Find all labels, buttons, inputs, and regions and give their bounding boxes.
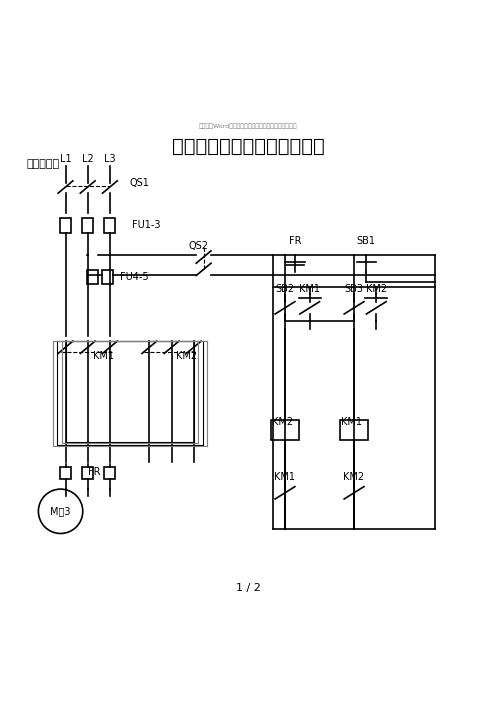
Text: KM1: KM1 bbox=[299, 284, 320, 294]
Bar bbox=[105, 218, 116, 232]
Bar bbox=[82, 218, 93, 232]
Bar bbox=[340, 420, 368, 439]
Text: QS2: QS2 bbox=[188, 241, 209, 251]
Text: FR: FR bbox=[88, 467, 100, 477]
Bar bbox=[105, 467, 116, 479]
Text: L2: L2 bbox=[82, 154, 94, 164]
Text: QS1: QS1 bbox=[129, 178, 149, 188]
Text: M～3: M～3 bbox=[50, 506, 71, 516]
Text: FU1-3: FU1-3 bbox=[132, 220, 161, 230]
Text: KM1: KM1 bbox=[93, 351, 114, 361]
Text: KM1: KM1 bbox=[341, 418, 362, 428]
Text: KM2: KM2 bbox=[272, 418, 293, 428]
Text: KM2: KM2 bbox=[366, 284, 387, 294]
Text: SB3: SB3 bbox=[345, 284, 364, 294]
Text: KM2: KM2 bbox=[344, 472, 365, 482]
Text: L1: L1 bbox=[60, 154, 71, 164]
Bar bbox=[82, 467, 93, 479]
Bar bbox=[102, 270, 113, 284]
Text: 传播优秀Word版文档，希望对您有帮助，可双击去除！: 传播优秀Word版文档，希望对您有帮助，可双击去除！ bbox=[199, 124, 297, 129]
Text: KM1: KM1 bbox=[274, 472, 296, 482]
Text: 一、原理图: 一、原理图 bbox=[26, 159, 59, 168]
Bar bbox=[87, 270, 98, 284]
Text: SB1: SB1 bbox=[357, 236, 376, 246]
Text: L3: L3 bbox=[104, 154, 116, 164]
Text: SB2: SB2 bbox=[275, 284, 295, 294]
Text: 三相电动机正反转控制原理图: 三相电动机正反转控制原理图 bbox=[172, 137, 324, 156]
Text: FU4-5: FU4-5 bbox=[120, 272, 148, 282]
Text: KM2: KM2 bbox=[177, 351, 197, 361]
Bar bbox=[60, 467, 71, 479]
Text: 1 / 2: 1 / 2 bbox=[236, 583, 260, 592]
Text: FR: FR bbox=[289, 236, 301, 246]
Bar bbox=[60, 218, 71, 232]
Bar bbox=[271, 420, 299, 439]
